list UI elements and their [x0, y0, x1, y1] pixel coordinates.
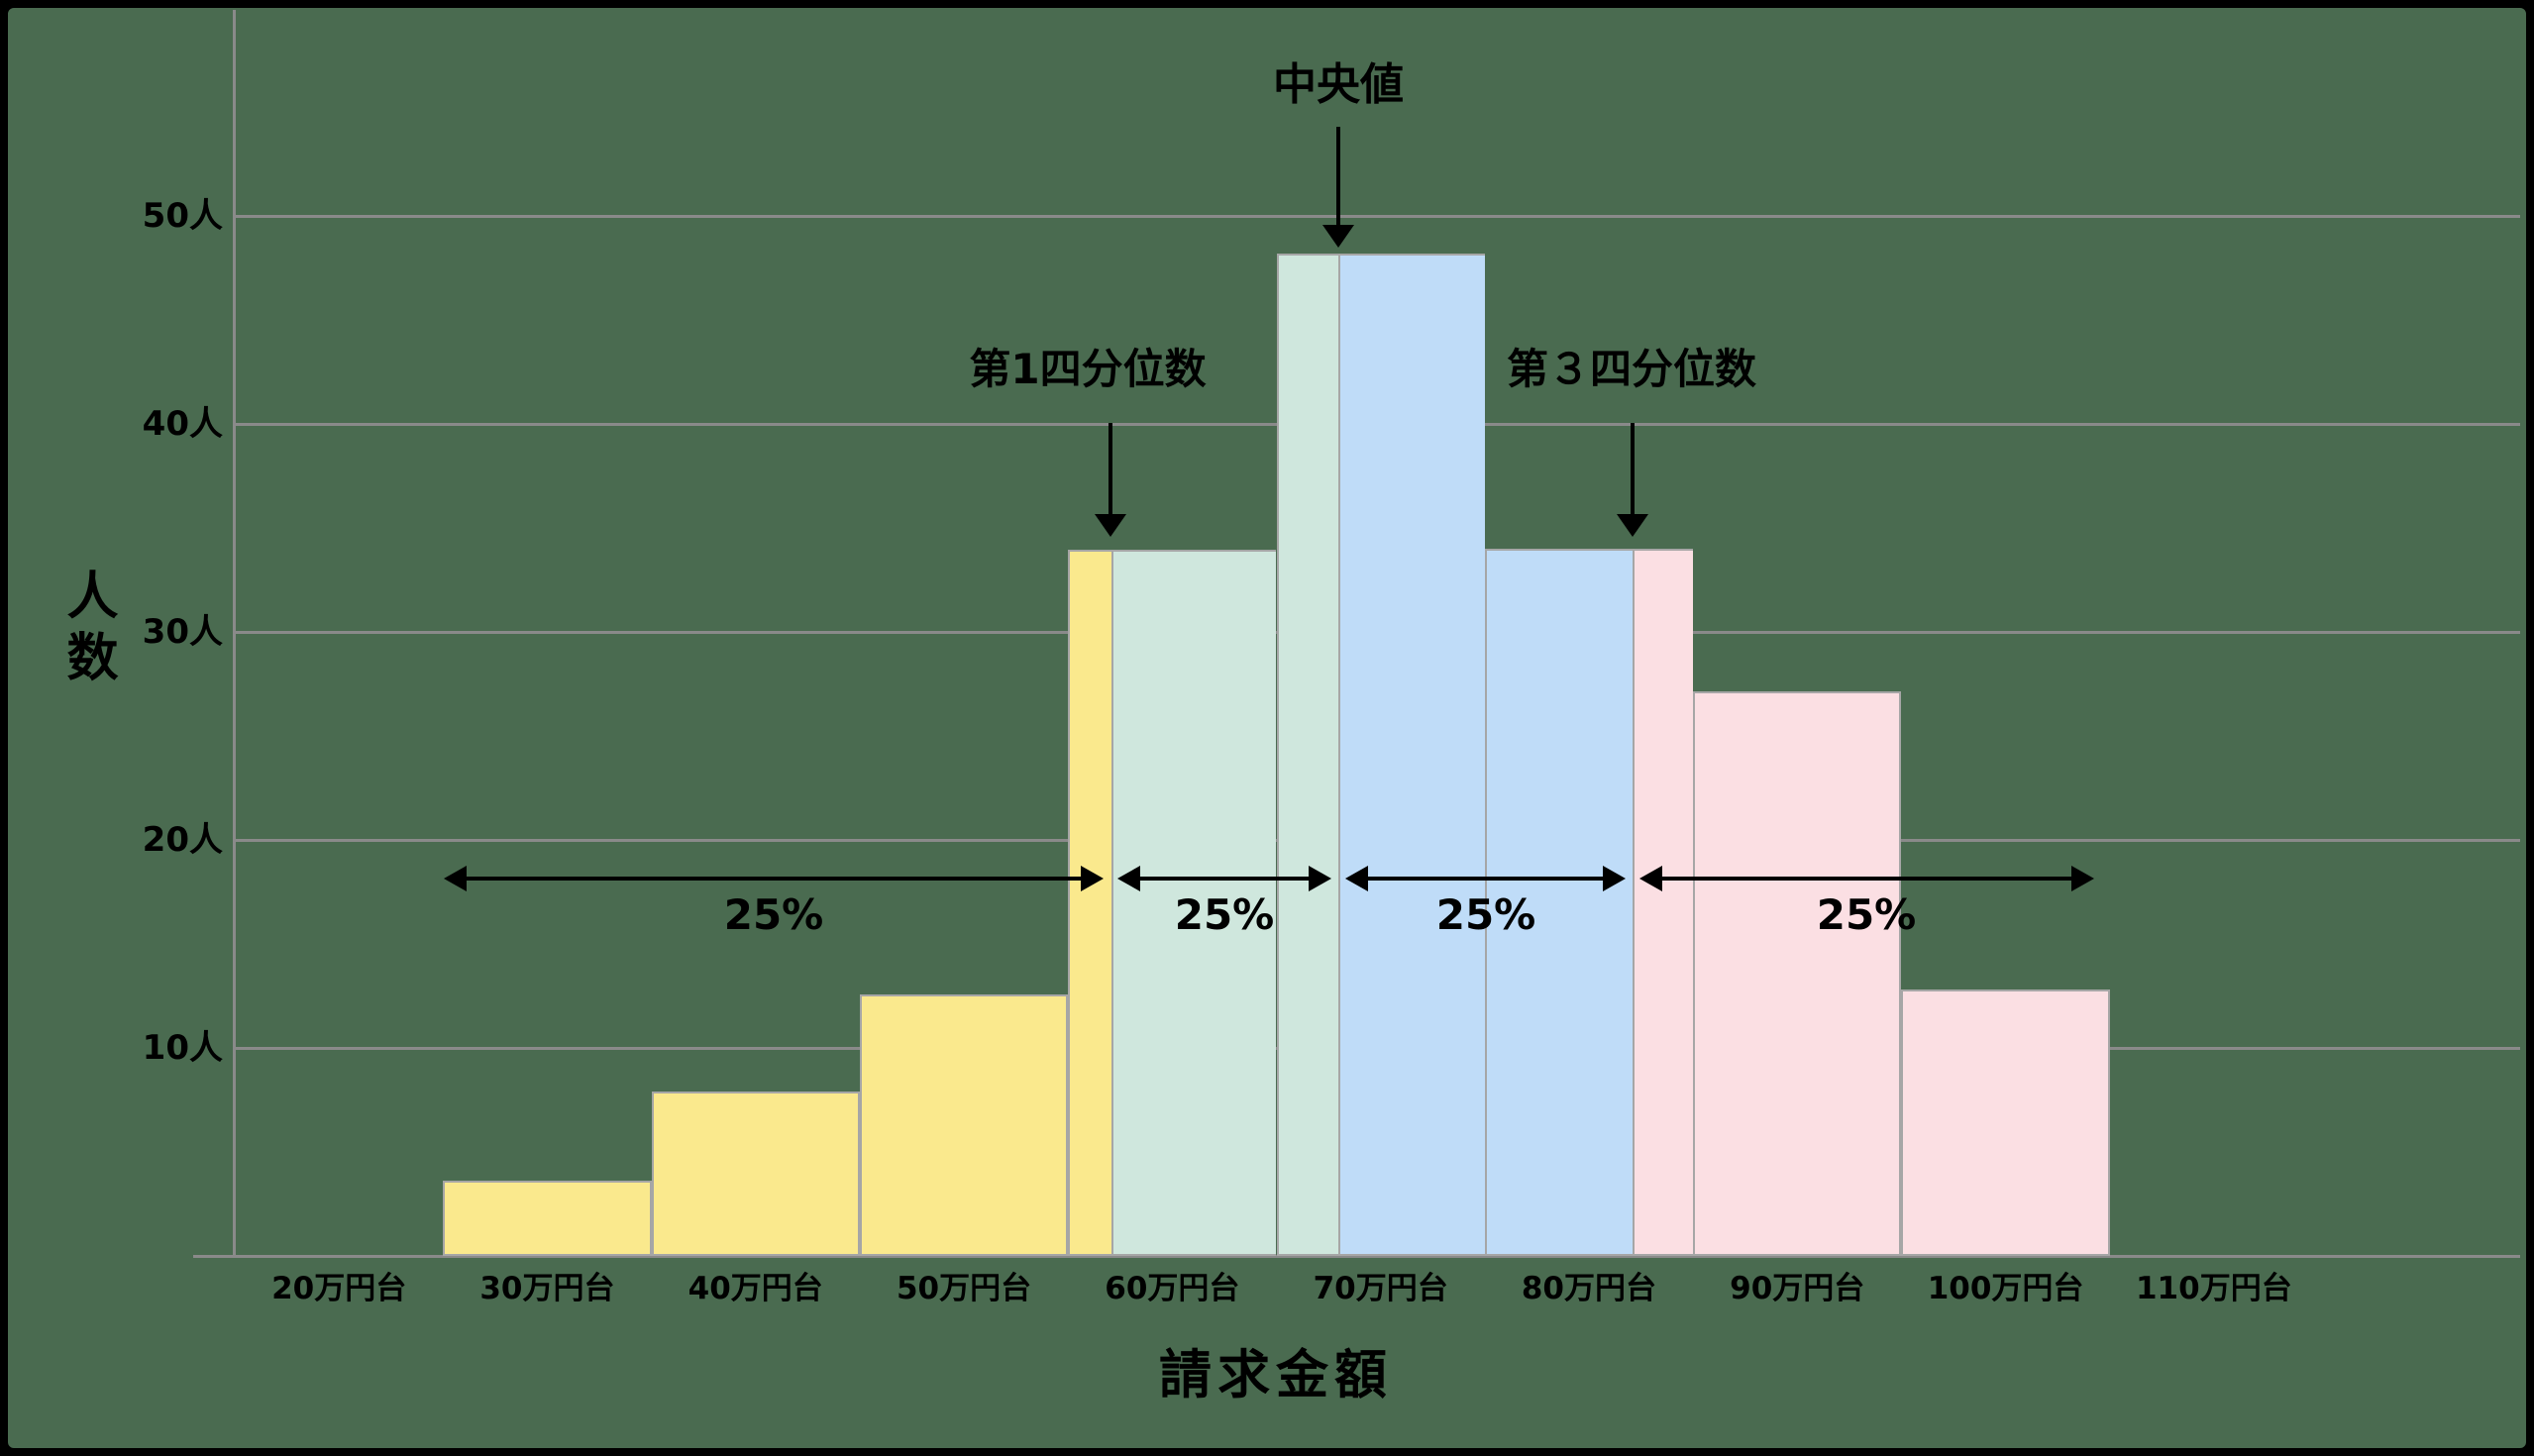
x-tick-label: 30万円台 — [479, 1271, 615, 1306]
bar-segment-yellow — [861, 996, 1067, 1254]
arrowhead-right-icon — [1081, 866, 1104, 891]
x-tick-label: 40万円台 — [687, 1271, 823, 1306]
x-axis-line — [193, 1255, 2520, 1258]
bar-60万円台 — [1068, 550, 1277, 1256]
arrowhead-right-icon — [1603, 866, 1626, 891]
percent-label-3: 25% — [1435, 890, 1536, 939]
arrowhead-left-icon — [1117, 866, 1140, 891]
percent-arrow-line-1 — [464, 877, 1084, 881]
gridline-50 — [235, 215, 2520, 218]
bar-40万円台 — [651, 1092, 860, 1256]
bar-segment-pink — [1695, 693, 1900, 1254]
q3-arrowhead-down-icon — [1617, 514, 1648, 537]
x-tick-label: 50万円台 — [896, 1271, 1032, 1306]
y-axis-title: 人数 — [57, 569, 117, 691]
bar-segment-blue — [1486, 551, 1634, 1254]
y-tick-label: 30人 — [142, 612, 223, 652]
bar-50万円台 — [859, 994, 1069, 1256]
arrowhead-left-icon — [1345, 866, 1368, 891]
x-tick-label: 90万円台 — [1730, 1271, 1865, 1306]
arrowhead-right-icon — [2071, 866, 2094, 891]
y-tick-label: 10人 — [142, 1028, 223, 1068]
bar-segment-teal — [1278, 256, 1339, 1254]
bar-segment-yellow — [1070, 552, 1112, 1254]
q1-arrowhead-down-icon — [1095, 514, 1126, 537]
bar-70万円台 — [1276, 254, 1485, 1256]
percent-label-1: 25% — [723, 890, 824, 939]
bar-segment-blue — [1338, 256, 1485, 1254]
arrowhead-right-icon — [1309, 866, 1331, 891]
bar-100万円台 — [1901, 989, 2110, 1256]
y-tick-label: 20人 — [142, 820, 223, 860]
median-label: 中央値 — [1273, 59, 1404, 110]
q1-arrow-line — [1109, 423, 1112, 517]
q3-arrow-line — [1631, 423, 1635, 517]
q3-label: 第３四分位数 — [1506, 345, 1756, 393]
percent-arrow-line-2 — [1137, 877, 1312, 881]
percent-label-4: 25% — [1816, 890, 1917, 939]
bar-segment-yellow — [445, 1183, 650, 1254]
y-tick-label: 40人 — [142, 404, 223, 444]
arrowhead-left-icon — [444, 866, 467, 891]
x-tick-label: 100万円台 — [1927, 1271, 2084, 1306]
y-axis-line — [233, 10, 236, 1256]
median-arrowhead-down-icon — [1322, 225, 1354, 248]
percent-arrow-line-4 — [1659, 877, 2074, 881]
median-arrow-line — [1336, 127, 1340, 228]
x-tick-label: 80万円台 — [1521, 1271, 1656, 1306]
bar-segment-pink — [1903, 991, 2108, 1254]
bar-90万円台 — [1693, 691, 1902, 1256]
q1-label: 第1四分位数 — [969, 345, 1207, 393]
bar-segment-yellow — [653, 1093, 858, 1254]
x-tick-label: 60万円台 — [1105, 1271, 1240, 1306]
arrowhead-left-icon — [1639, 866, 1662, 891]
bar-segment-teal — [1111, 552, 1277, 1254]
bar-30万円台 — [443, 1181, 652, 1256]
percent-arrow-line-3 — [1365, 877, 1606, 881]
x-tick-label: 110万円台 — [2135, 1271, 2292, 1306]
bar-80万円台 — [1484, 549, 1694, 1256]
percent-label-2: 25% — [1174, 890, 1275, 939]
x-tick-label: 20万円台 — [271, 1271, 407, 1306]
x-axis-title: 請求金額 — [1159, 1345, 1393, 1405]
x-tick-label: 70万円台 — [1313, 1271, 1448, 1306]
y-tick-label: 50人 — [142, 196, 223, 236]
bar-segment-pink — [1633, 551, 1694, 1254]
